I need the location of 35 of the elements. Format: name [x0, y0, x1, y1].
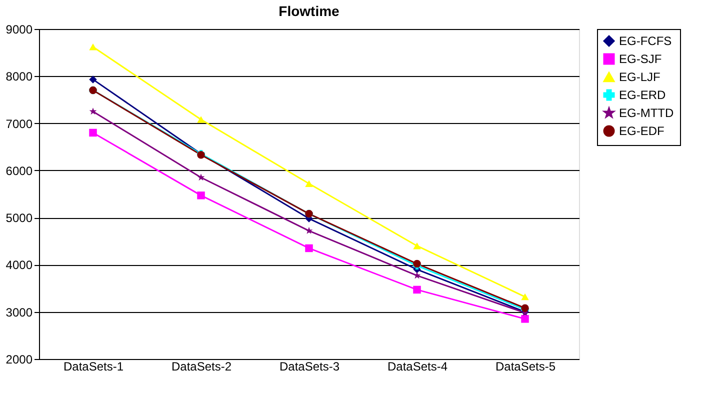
- point: [305, 226, 313, 234]
- y-tick-label: 6000: [6, 164, 33, 178]
- x-tick-label: DataSets-4: [387, 360, 448, 374]
- x-tick-label: DataSets-1: [63, 360, 124, 374]
- y-tick-label: 7000: [6, 116, 33, 131]
- point: [521, 315, 529, 323]
- chart-title: Flowtime: [278, 3, 340, 19]
- point: [89, 108, 97, 115]
- point: [197, 116, 205, 123]
- y-tick-label: 2000: [6, 352, 33, 366]
- point: [197, 192, 205, 200]
- legend-label: EG-LJF: [619, 70, 660, 84]
- point: [521, 293, 529, 300]
- y-tick-label: 8000: [6, 70, 33, 84]
- y-tick-label: 5000: [6, 211, 33, 226]
- x-tick-label: DataSets-3: [279, 360, 340, 374]
- x-tick-label: DataSets-5: [495, 360, 556, 374]
- point: [197, 174, 205, 181]
- point: [89, 76, 97, 84]
- point: [413, 272, 421, 279]
- point: [305, 180, 313, 187]
- legend-label: EG-MTTD: [619, 106, 674, 120]
- point: [89, 44, 97, 50]
- point: [413, 242, 421, 250]
- x-tick-label: DataSets-2: [171, 360, 232, 374]
- point: [305, 244, 313, 252]
- legend-label: EG-ERD: [619, 88, 666, 102]
- legend-label: EG-EDF: [619, 124, 664, 138]
- y-tick-label: 9000: [6, 22, 33, 36]
- y-tick-label: 3000: [6, 305, 33, 320]
- y-tick-label: 4000: [6, 258, 33, 272]
- point: [89, 128, 97, 137]
- point: [413, 286, 421, 294]
- legend-label: EG-FCFS: [619, 34, 672, 48]
- legend-label: EG-SJF: [619, 52, 662, 66]
